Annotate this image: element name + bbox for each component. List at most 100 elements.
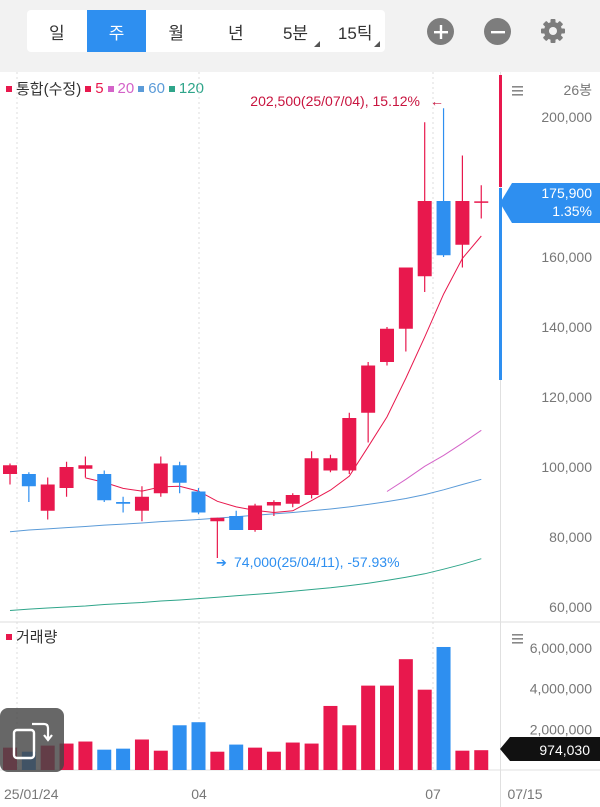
candle (474, 185, 489, 219)
menu-icon-bar (512, 90, 523, 92)
legend-swatch (168, 85, 175, 92)
tab-period-4[interactable]: 5분 (266, 10, 326, 52)
legend-ma-60: 60 (138, 80, 165, 97)
candle-body (285, 495, 300, 504)
y-tick-label: 100,000 (541, 459, 592, 475)
y-tick-label: 120,000 (541, 389, 592, 405)
menu-icon[interactable] (512, 86, 523, 96)
y-tick-label: 80,000 (549, 529, 592, 545)
candle-body (474, 201, 489, 203)
volume-bar (342, 725, 357, 770)
tab-period-0[interactable]: 일 (27, 10, 87, 52)
volume-swatch (6, 633, 12, 640)
current-volume-value: 974,030 (539, 742, 590, 758)
tab-label: 5분 (282, 23, 309, 43)
volume-bar (417, 689, 432, 770)
tab-label: 주 (108, 23, 125, 43)
period-tabs: 일 주 월 년 5분 15틱 (27, 10, 385, 52)
volume-bar (323, 705, 338, 770)
volume-bar (97, 749, 112, 770)
volume-bar (134, 739, 149, 770)
candle (398, 267, 413, 352)
periods-label: 26봉 (564, 82, 593, 98)
tab-menu-corner-icon (314, 41, 321, 47)
volume-tick-label: 6,000,000 (530, 640, 592, 656)
x-tick-label: 04 (191, 786, 207, 802)
candle (229, 510, 244, 530)
legend-swatch (138, 85, 145, 92)
candle (285, 493, 300, 508)
candle (342, 412, 357, 474)
candle (21, 472, 36, 502)
legend-ma-label: 60 (148, 80, 165, 97)
candle (116, 496, 131, 513)
candle-body (191, 491, 206, 513)
candle (304, 451, 319, 499)
tab-label: 월 (168, 23, 184, 43)
candle-body (248, 505, 263, 530)
volume-label: 거래량 (16, 629, 58, 646)
tab-menu-corner-icon (374, 41, 381, 47)
tab-period-5[interactable]: 15틱 (325, 10, 385, 52)
ma-line-5 (85, 235, 482, 514)
menu-icon-bar (512, 638, 523, 640)
candle-body (342, 418, 357, 471)
candle (191, 488, 206, 515)
candle-body (323, 458, 338, 471)
current-volume-callout: 974,030 (500, 737, 600, 761)
candle-body (304, 458, 319, 495)
y-tick-label: 160,000 (541, 249, 592, 265)
candle-body (455, 201, 470, 245)
volume-bar (380, 685, 394, 770)
menu-icon-bar (512, 634, 523, 636)
legend-ma-label: 5 (95, 80, 104, 97)
candle (323, 454, 338, 473)
legend: 통합(수정) 5 20 60 120 (6, 78, 208, 99)
volume-tick-label: 2,000,000 (530, 721, 592, 737)
candle (436, 108, 451, 257)
ma-line-20 (386, 429, 482, 492)
tab-label: 15틱 (337, 23, 373, 43)
candle (134, 486, 149, 522)
y-tick-label: 60,000 (549, 599, 592, 615)
legend-main-label: 통합(수정) (16, 81, 82, 98)
gear-icon[interactable] (538, 16, 568, 46)
plus-icon (433, 24, 448, 39)
x-tick-label: 07/15 (507, 786, 542, 802)
volume-bar (304, 743, 319, 770)
zoom-in-button[interactable] (427, 18, 454, 45)
volume-bar (436, 646, 451, 770)
candle-body (266, 502, 281, 506)
volume-bar (153, 750, 168, 770)
current-volume-bg (500, 737, 600, 761)
candle (153, 456, 168, 497)
tab-period-1[interactable]: 주 (86, 10, 147, 52)
legend-ma-5: 5 (85, 80, 104, 97)
tab-period-2[interactable]: 월 (146, 10, 206, 52)
legend-ma-label: 120 (178, 80, 204, 97)
legend-swatch (85, 85, 92, 92)
candle (210, 517, 225, 558)
candle (266, 500, 281, 516)
top-toolbar: 일 주 월 년 5분 15틱 (0, 0, 600, 72)
legend-ma-20: 20 (107, 80, 134, 97)
menu-icon-bar (512, 642, 523, 644)
low-annotation: 74,000(25/04/11), -57.93% (234, 554, 400, 570)
volume-bar (474, 750, 489, 770)
candle-body (3, 465, 17, 474)
menu-icon[interactable] (512, 634, 523, 644)
price-chart[interactable]: 60,000 80,000 100,000 120,000 140,000 160,000… (0, 72, 600, 807)
zoom-out-button[interactable] (484, 18, 511, 45)
candle-body (153, 463, 168, 494)
candle-body (361, 365, 376, 413)
candle (455, 155, 470, 268)
volume-tick-label: 4,000,000 (530, 681, 592, 697)
x-tick-label: 25/01/24 (4, 786, 59, 802)
rotate-screen-button[interactable] (0, 708, 64, 772)
candle-body (116, 502, 131, 504)
tab-period-3[interactable]: 년 (206, 10, 266, 52)
volume-bar (78, 741, 93, 770)
legend-swatch (107, 85, 114, 92)
volume-bar (116, 748, 131, 770)
candle (97, 470, 112, 502)
